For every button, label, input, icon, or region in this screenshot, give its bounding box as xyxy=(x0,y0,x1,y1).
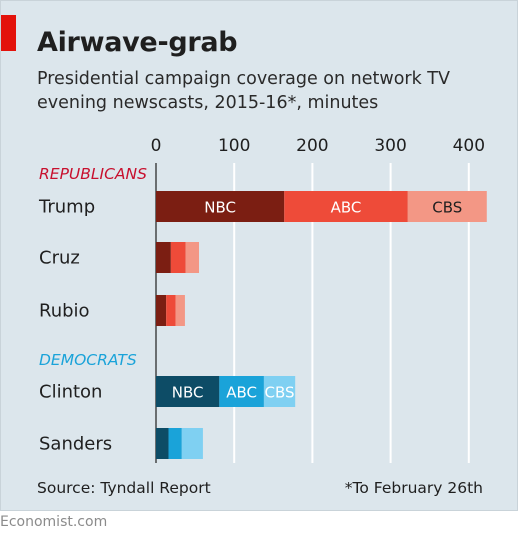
segment-label: NBC xyxy=(172,384,204,402)
bar-clinton-cbs xyxy=(263,376,296,407)
chart-card: Airwave-grab Presidential campaign cover… xyxy=(0,0,518,511)
bar-cruz-abc xyxy=(170,242,186,273)
x-tick-label: 0 xyxy=(151,136,162,156)
bar-cruz-cbs xyxy=(185,242,200,273)
x-tick-label: 400 xyxy=(453,136,485,156)
bar-clinton-nbc xyxy=(156,376,220,407)
candidate-label-cruz: Cruz xyxy=(39,248,80,269)
bar-rubio-cbs xyxy=(175,295,185,326)
group-label-democrats: DEMOCRATS xyxy=(39,351,137,369)
bar-trump-cbs xyxy=(407,191,487,222)
candidate-label-clinton: Clinton xyxy=(39,382,102,403)
bar-rubio-abc xyxy=(166,295,176,326)
segment-label: CBS xyxy=(265,384,295,402)
footnote: *To February 26th xyxy=(344,479,483,497)
candidate-label-trump: Trump xyxy=(38,197,95,218)
source-note: Source: Tyndall Report xyxy=(37,479,211,497)
bar-sanders-cbs xyxy=(181,428,203,459)
bar-trump-abc xyxy=(284,191,408,222)
segment-label: ABC xyxy=(226,384,257,402)
bar-cruz-nbc xyxy=(156,242,171,273)
bar-sanders-abc xyxy=(168,428,182,459)
bar-trump-nbc xyxy=(156,191,285,222)
brand-red-tab xyxy=(1,15,16,51)
bar-clinton-abc xyxy=(219,376,264,407)
x-tick-label: 200 xyxy=(296,136,328,156)
candidate-label-sanders: Sanders xyxy=(39,434,112,455)
chart-subtitle: Presidential campaign coverage on networ… xyxy=(37,69,450,113)
brand-logo-text: Economist.com xyxy=(0,514,108,530)
group-label-republicans: REPUBLICANS xyxy=(39,165,147,183)
bar-sanders-nbc xyxy=(156,428,169,459)
bar-rubio-nbc xyxy=(156,295,167,326)
x-tick-label: 300 xyxy=(374,136,406,156)
segment-label: NBC xyxy=(204,199,236,217)
stacked-bar-chart: 0 100 200 300 400 REPUBLICANS Trump NBC ABC CBS Cr… xyxy=(38,136,487,463)
candidate-label-rubio: Rubio xyxy=(39,301,90,322)
x-tick-label: 100 xyxy=(218,136,250,156)
chart-title: Airwave-grab xyxy=(37,27,238,58)
segment-label: ABC xyxy=(331,199,362,217)
segment-label: CBS xyxy=(432,199,462,217)
